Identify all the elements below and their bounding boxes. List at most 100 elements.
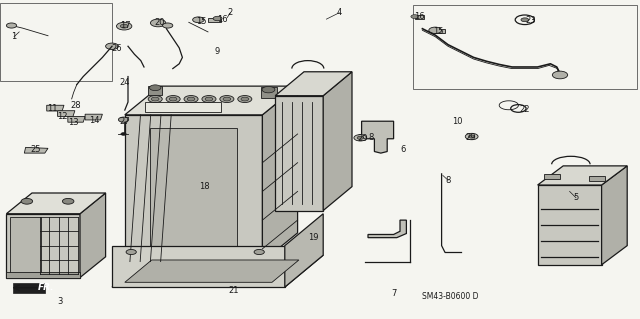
Polygon shape [68,116,85,122]
Polygon shape [538,185,602,265]
Polygon shape [125,86,298,115]
Text: 7: 7 [391,289,396,298]
Circle shape [121,133,126,135]
Circle shape [126,249,136,255]
Text: 6: 6 [401,145,406,154]
Polygon shape [275,72,352,96]
Circle shape [241,97,249,101]
Circle shape [120,24,128,28]
Bar [150,128,237,249]
Circle shape [262,86,275,93]
Text: 17: 17 [120,21,131,30]
Text: 9: 9 [215,47,220,56]
Circle shape [106,43,118,49]
Text: 15: 15 [196,17,207,26]
Circle shape [468,135,475,138]
Circle shape [187,97,195,101]
Circle shape [116,22,132,30]
Polygon shape [6,193,106,214]
Text: 5: 5 [573,193,579,202]
Polygon shape [112,255,323,287]
Polygon shape [6,214,80,278]
Text: 8: 8 [445,176,451,185]
Text: 2: 2 [228,8,233,17]
Circle shape [213,16,222,21]
Circle shape [223,97,231,101]
Polygon shape [13,283,45,293]
Bar [413,5,637,89]
Text: 10: 10 [452,117,463,126]
Text: 19: 19 [308,233,319,242]
Polygon shape [112,246,285,287]
Text: 27: 27 [120,117,130,126]
Text: 3: 3 [57,297,62,306]
Text: 18: 18 [200,182,210,191]
Text: 29: 29 [358,134,368,143]
Text: 25: 25 [30,145,40,154]
Polygon shape [285,214,323,287]
Circle shape [357,136,364,139]
Circle shape [237,96,252,103]
Text: 8: 8 [369,133,374,142]
Circle shape [202,96,216,103]
Bar [0,3,112,81]
Text: 23: 23 [526,16,536,25]
Circle shape [151,97,159,101]
Text: 16: 16 [218,15,228,24]
Polygon shape [368,220,406,238]
Text: 11: 11 [47,104,58,113]
Text: 16: 16 [414,12,424,21]
Polygon shape [47,105,64,111]
Circle shape [166,96,180,103]
Polygon shape [538,166,627,185]
Polygon shape [24,147,48,153]
Bar [261,87,277,98]
Text: 22: 22 [520,105,530,114]
Circle shape [429,27,442,33]
Bar [544,174,560,179]
Text: 12: 12 [58,112,68,121]
Text: 14: 14 [90,116,100,125]
Text: 15: 15 [433,27,444,36]
Circle shape [118,117,129,122]
Circle shape [150,19,166,27]
Bar [145,102,221,112]
Bar [138,259,170,284]
Polygon shape [262,86,298,262]
Text: SM43-B0600 D: SM43-B0600 D [422,293,479,301]
Circle shape [354,135,367,141]
Circle shape [205,97,212,101]
Text: 21: 21 [228,286,239,295]
Text: 24: 24 [120,78,130,87]
Text: 20: 20 [155,19,165,27]
Bar [434,29,445,33]
Circle shape [148,96,163,103]
Circle shape [163,23,173,28]
Text: 4: 4 [337,8,342,17]
Polygon shape [362,121,394,153]
Text: 29: 29 [465,133,476,142]
Polygon shape [602,166,627,265]
Bar [246,259,278,284]
Polygon shape [58,111,75,116]
Polygon shape [85,114,102,120]
Bar [10,217,40,274]
Circle shape [220,96,234,103]
Polygon shape [125,260,299,282]
Bar [589,176,605,181]
Polygon shape [80,193,106,278]
Circle shape [63,198,74,204]
Polygon shape [275,96,323,211]
Circle shape [21,198,33,204]
Bar [6,272,80,278]
Polygon shape [323,72,352,211]
Circle shape [6,23,17,28]
Text: 28: 28 [70,101,81,110]
Text: 1: 1 [12,32,17,41]
Text: 26: 26 [111,44,122,53]
Circle shape [254,249,264,255]
Text: 13: 13 [68,118,79,127]
Text: FR.: FR. [38,283,54,292]
Circle shape [169,97,177,101]
Circle shape [465,133,478,140]
